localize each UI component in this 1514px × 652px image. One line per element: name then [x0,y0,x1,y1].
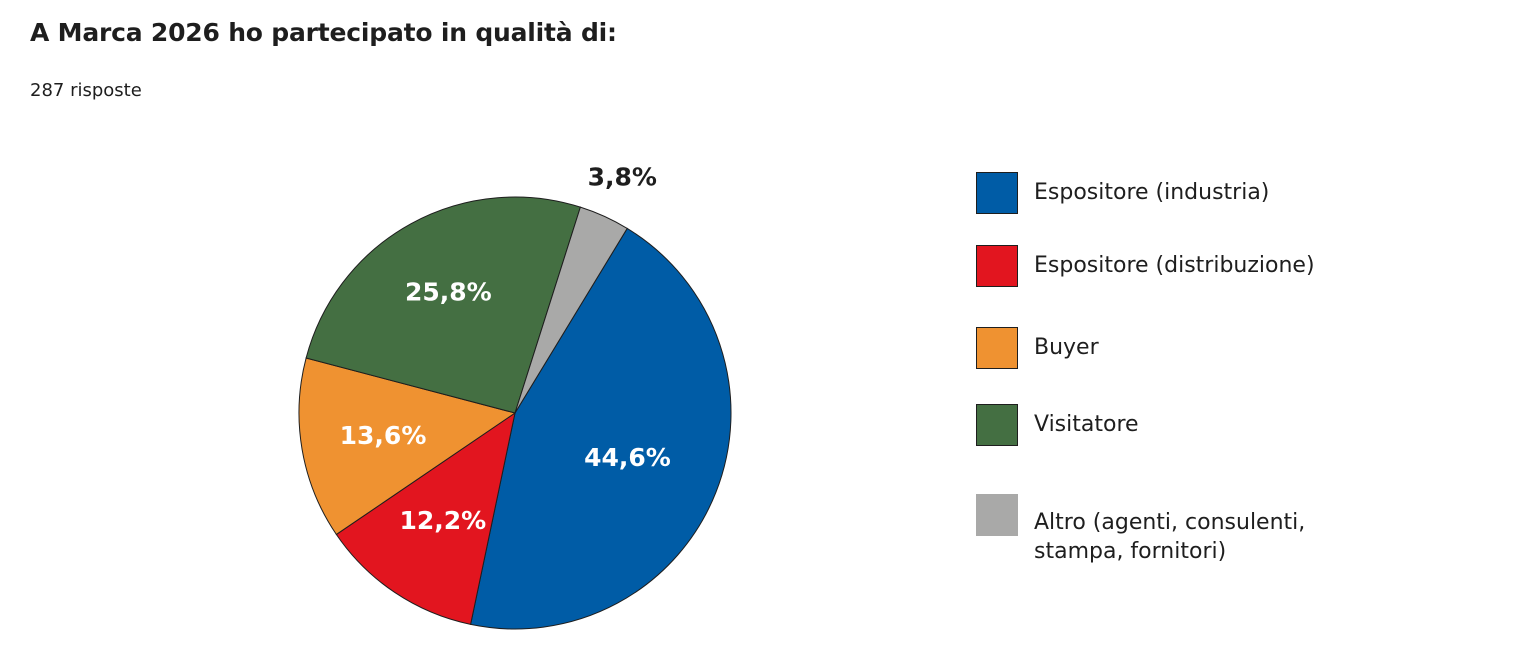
legend-label: Espositore (industria) [1034,180,1270,205]
legend-label: Visitatore [1034,412,1139,437]
pie-slice-visitatore [305,196,582,414]
pie-slice-buyer [298,357,517,536]
legend-item-altro-agenti-consulenti-stampa-fornitori: Altro (agenti, consulenti, stampa, forni… [976,494,1354,566]
slice-label-espositore-industria: 44,6% [584,443,671,472]
pie-slice-espositore-industria [470,227,732,630]
legend-label: Espositore (distribuzione) [1034,253,1315,278]
slice-label-espositore-distribuzione: 12,2% [399,506,486,535]
legend-label: Altro (agenti, consulenti, stampa, forni… [1034,510,1306,564]
pie-chart: 44,6% 12,2% 13,6% 25,8% 3,8% [298,163,732,630]
response-count: 287 risposte [30,80,142,101]
legend-item-espositore-industria: Espositore (industria) [976,172,1454,214]
slice-label-altro-agenti-consulenti-stampa-fornitori: 3,8% [588,163,657,192]
pie-slice-espositore-distribuzione [335,411,516,625]
legend-item-espositore-distribuzione: Espositore (distribuzione) [976,245,1454,287]
slice-label-visitatore: 25,8% [405,277,492,306]
legend-item-buyer: Buyer [976,327,1454,369]
pie-slice-altro-agenti-consulenti-stampa-fornitori [514,206,628,414]
slice-label-buyer: 13,6% [340,421,427,450]
legend-swatch [976,245,1018,287]
chart-title: A Marca 2026 ho partecipato in qualità d… [30,18,617,47]
legend-item-visitatore: Visitatore [976,404,1454,446]
legend-label: Buyer [1034,335,1099,360]
legend-swatch [976,404,1018,446]
legend-swatch [976,494,1018,536]
legend-swatch [976,327,1018,369]
legend-swatch [976,172,1018,214]
